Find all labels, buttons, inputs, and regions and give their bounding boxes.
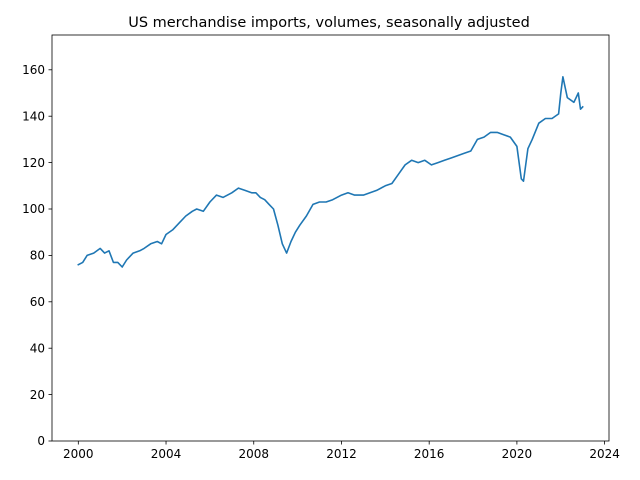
axes-frame <box>51 34 610 442</box>
x-tick-label: 2024 <box>589 447 620 461</box>
y-tick-label: 140 <box>22 109 45 123</box>
x-tick-label: 2000 <box>63 447 94 461</box>
y-tick-label: 40 <box>30 341 45 355</box>
x-tick-label: 2020 <box>502 447 533 461</box>
series-line-0 <box>77 76 584 268</box>
y-tick-label: 160 <box>22 63 45 77</box>
x-tick-label: 2012 <box>326 447 357 461</box>
x-tick-label: 2004 <box>151 447 182 461</box>
y-tick-label: 80 <box>30 249 45 263</box>
y-tick-label: 120 <box>22 156 45 170</box>
x-tick-label: 2016 <box>414 447 445 461</box>
plot-area: 2000 2004 2008 2012 2016 2020 2024 0 20 40 60 80 100… <box>22 34 620 461</box>
y-tick-label: 0 <box>37 434 45 448</box>
y-tick-label: 100 <box>22 202 45 216</box>
y-tick-label: 60 <box>30 295 45 309</box>
x-tick-label: 2008 <box>238 447 269 461</box>
y-tick-label: 20 <box>30 388 45 402</box>
chart-title: US merchandise imports, volumes, seasona… <box>128 15 530 31</box>
